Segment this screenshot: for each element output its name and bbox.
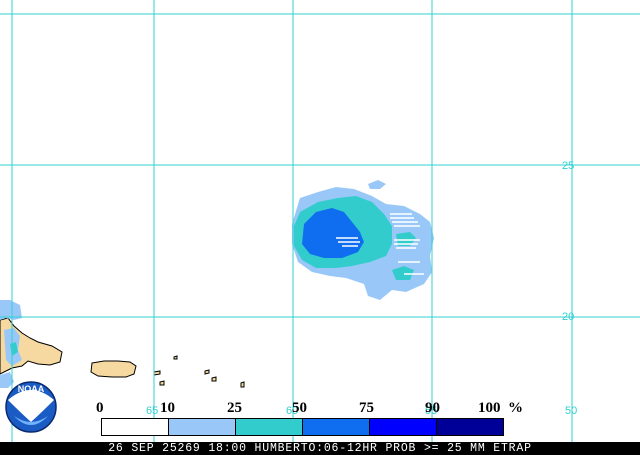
legend-swatch-90-100 [437,419,503,435]
puerto-rico-landmass [90,360,137,378]
leeward-island-a [204,369,210,375]
legend-label-10: 10 [160,400,175,416]
virgin-islands-landmass [153,370,161,376]
lat-label-20: 20 [562,311,574,323]
lon-label-60: 60 [286,405,298,417]
legend-label-90: 90 [425,400,440,416]
prob-25-50-east-1 [396,232,416,246]
storm-probability-region [292,180,434,300]
legend-label-100: 100 [478,400,501,416]
lon-label-50: 50 [565,405,577,417]
legend-unit: % [508,400,523,416]
legend-label-25: 25 [227,400,242,416]
prob-25-50-east-2 [392,266,414,280]
legend-swatch-75-90 [370,419,437,435]
legend-swatch-25-50 [236,419,303,435]
lat-label-25: 25 [562,160,574,172]
leeward-island-b [211,376,217,382]
leeward-island-c [240,381,245,388]
noaa-logo-text: NOAA [18,384,45,394]
legend-label-75: 75 [359,400,374,416]
lon-label-55: 55 [425,405,437,417]
legend-color-bar [101,418,504,436]
leeward-island-e [173,355,178,360]
lon-label-65: 65 [146,405,158,417]
legend-label-0: 0 [96,400,104,416]
graticule [0,0,640,442]
leeward-island-d [159,380,165,386]
noaa-logo-icon: NOAA [5,381,57,433]
legend-swatch-50-75 [303,419,370,435]
prob-10-25-outlier-north [368,180,386,189]
product-caption: 26 SEP 25269 18:00 HUMBERTO:06-12HR PROB… [0,442,640,455]
graticule-labels: 25 20 65 60 55 50 [146,160,577,417]
legend-label-50: 50 [292,400,307,416]
legend-swatch-10-25 [169,419,236,435]
hatch-stripes [336,213,424,275]
legend-swatch-0-10 [102,419,169,435]
